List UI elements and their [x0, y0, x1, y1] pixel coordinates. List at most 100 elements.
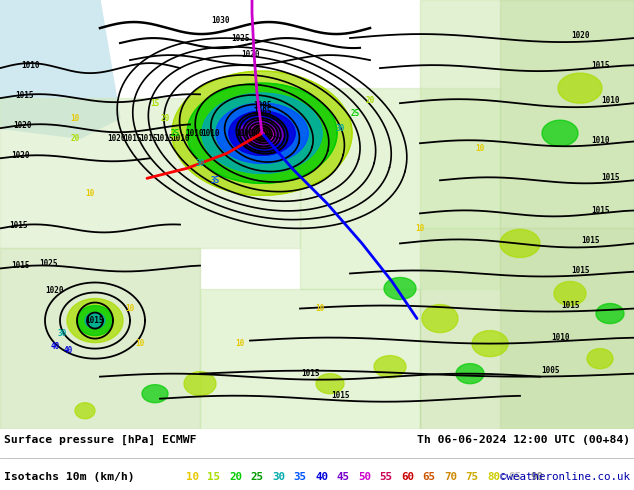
Text: 10: 10: [70, 114, 80, 122]
Text: 1015: 1015: [139, 134, 157, 143]
Text: 1015: 1015: [301, 369, 320, 378]
Text: 35: 35: [294, 472, 306, 482]
Polygon shape: [542, 120, 578, 146]
Text: 1020: 1020: [107, 134, 126, 143]
Polygon shape: [77, 306, 113, 336]
Text: 30: 30: [57, 329, 67, 338]
Text: 30: 30: [335, 123, 345, 133]
Text: 1005: 1005: [541, 366, 559, 375]
Polygon shape: [172, 71, 352, 196]
Bar: [420, 0, 634, 228]
Text: 90: 90: [530, 472, 543, 482]
Text: 1015: 1015: [560, 301, 579, 310]
Text: 1015: 1015: [16, 91, 34, 99]
Text: 1015: 1015: [11, 261, 29, 270]
Text: ©weatheronline.co.uk: ©weatheronline.co.uk: [500, 472, 630, 482]
Polygon shape: [554, 281, 586, 306]
Text: 20: 20: [70, 134, 80, 143]
Polygon shape: [0, 0, 120, 138]
Text: 1020: 1020: [241, 49, 259, 59]
Text: 1005: 1005: [253, 107, 271, 116]
Text: 15: 15: [207, 472, 221, 482]
Polygon shape: [229, 111, 295, 155]
Text: 1010: 1010: [201, 129, 219, 138]
Text: 80: 80: [487, 472, 500, 482]
Text: 1015: 1015: [601, 173, 619, 182]
Polygon shape: [316, 374, 344, 393]
Text: 1020: 1020: [571, 30, 589, 40]
Text: 1010: 1010: [171, 134, 190, 143]
Text: 1025: 1025: [231, 34, 249, 43]
Text: 40: 40: [63, 346, 73, 355]
Text: 85: 85: [508, 472, 522, 482]
Polygon shape: [202, 93, 322, 173]
Bar: [0, 248, 200, 429]
Text: 10: 10: [476, 144, 484, 153]
Bar: [300, 88, 500, 289]
Text: 1010: 1010: [21, 61, 39, 70]
Text: 1020: 1020: [13, 121, 31, 130]
Polygon shape: [142, 385, 168, 403]
Text: 1015: 1015: [591, 61, 609, 70]
Polygon shape: [187, 83, 337, 183]
Text: 1015: 1015: [331, 391, 349, 400]
Polygon shape: [249, 124, 275, 142]
Polygon shape: [184, 371, 216, 396]
Bar: [200, 289, 420, 429]
Text: 10: 10: [186, 472, 199, 482]
Text: 1015: 1015: [155, 134, 173, 143]
Text: 1015: 1015: [86, 316, 104, 325]
Text: 25: 25: [171, 129, 179, 138]
Text: 1010: 1010: [601, 96, 619, 105]
Polygon shape: [587, 348, 613, 368]
Polygon shape: [67, 298, 123, 343]
Polygon shape: [374, 356, 406, 378]
Text: 10: 10: [315, 304, 325, 313]
Text: 1010: 1010: [184, 129, 204, 138]
Text: Th 06-06-2024 12:00 UTC (00+84): Th 06-06-2024 12:00 UTC (00+84): [417, 435, 630, 445]
Text: 1020: 1020: [46, 286, 64, 295]
Text: 20: 20: [365, 96, 375, 105]
Text: Isotachs 10m (km/h): Isotachs 10m (km/h): [4, 472, 134, 482]
Polygon shape: [596, 303, 624, 323]
Polygon shape: [240, 119, 284, 147]
Text: 10: 10: [126, 304, 134, 313]
Text: 65: 65: [422, 472, 436, 482]
Text: 45: 45: [337, 472, 349, 482]
Text: 55: 55: [380, 472, 392, 482]
Text: 15: 15: [150, 98, 160, 108]
Bar: [500, 0, 634, 429]
Text: 20: 20: [160, 114, 170, 122]
Text: 20: 20: [229, 472, 242, 482]
Text: 75: 75: [465, 472, 479, 482]
Text: 1015: 1015: [581, 236, 599, 245]
Text: 10: 10: [235, 339, 245, 348]
Polygon shape: [85, 313, 105, 329]
Text: 1020: 1020: [11, 151, 29, 160]
Polygon shape: [256, 128, 268, 138]
Text: 1025: 1025: [39, 259, 57, 268]
Text: 50: 50: [358, 472, 371, 482]
Polygon shape: [216, 103, 308, 163]
Text: 1015: 1015: [591, 206, 609, 215]
Bar: [420, 228, 634, 429]
Text: Surface pressure [hPa] ECMWF: Surface pressure [hPa] ECMWF: [4, 435, 197, 445]
Polygon shape: [456, 364, 484, 384]
Text: 10: 10: [415, 224, 425, 233]
Polygon shape: [0, 18, 80, 58]
Text: 25: 25: [250, 472, 264, 482]
Text: 10: 10: [86, 189, 94, 198]
Bar: [0, 98, 300, 248]
Polygon shape: [384, 277, 416, 299]
Text: 1010: 1010: [551, 333, 569, 342]
Text: 1005: 1005: [253, 100, 271, 110]
Text: 1015: 1015: [123, 134, 141, 143]
Polygon shape: [75, 403, 95, 419]
Text: 1010: 1010: [591, 136, 609, 145]
Text: 1030: 1030: [210, 16, 230, 24]
Text: 1015: 1015: [9, 221, 27, 230]
Polygon shape: [500, 229, 540, 257]
Text: 30: 30: [195, 159, 205, 168]
Text: 60: 60: [401, 472, 414, 482]
Polygon shape: [558, 73, 602, 103]
